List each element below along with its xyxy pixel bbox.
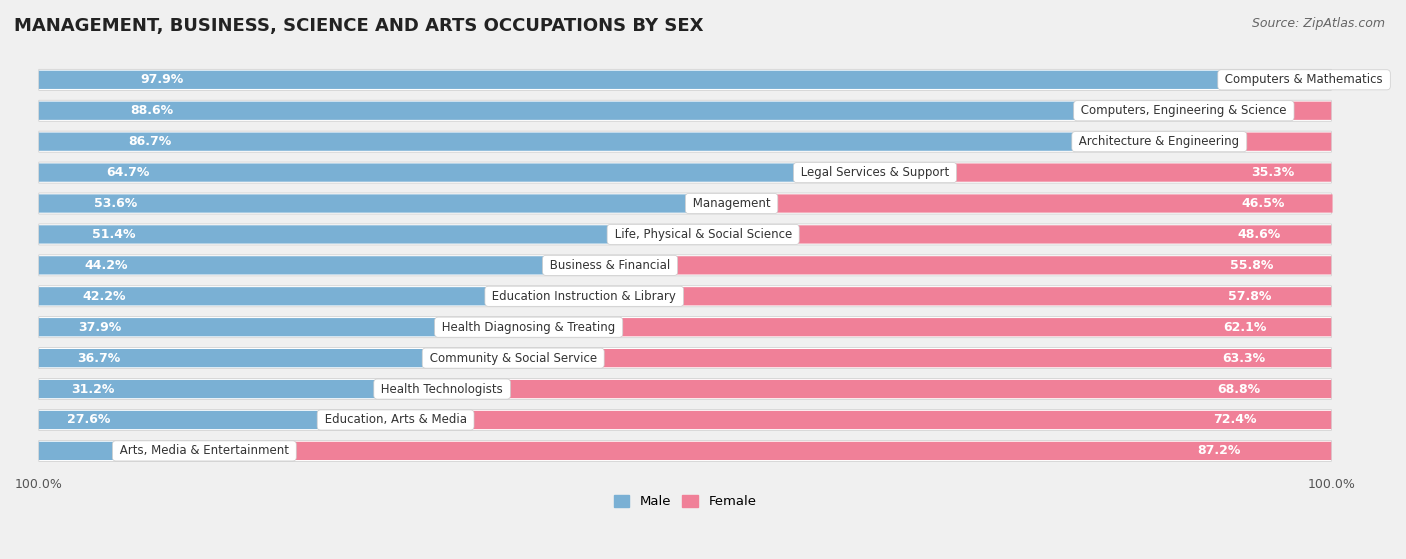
FancyBboxPatch shape <box>731 195 1333 212</box>
Text: Source: ZipAtlas.com: Source: ZipAtlas.com <box>1251 17 1385 30</box>
FancyBboxPatch shape <box>39 225 703 244</box>
Text: 62.1%: 62.1% <box>1223 321 1267 334</box>
Text: 13.3%: 13.3% <box>1114 135 1153 148</box>
FancyBboxPatch shape <box>39 349 513 367</box>
Text: 88.6%: 88.6% <box>131 104 174 117</box>
Text: 57.8%: 57.8% <box>1227 290 1271 303</box>
FancyBboxPatch shape <box>703 225 1331 244</box>
Text: 87.2%: 87.2% <box>1198 444 1241 457</box>
FancyBboxPatch shape <box>39 100 1331 121</box>
FancyBboxPatch shape <box>39 69 1331 91</box>
FancyBboxPatch shape <box>513 349 1331 367</box>
FancyBboxPatch shape <box>39 380 441 398</box>
Text: 35.3%: 35.3% <box>1251 166 1295 179</box>
Text: 11.4%: 11.4% <box>1137 104 1177 117</box>
FancyBboxPatch shape <box>39 70 1305 89</box>
Text: 51.4%: 51.4% <box>91 228 135 241</box>
FancyBboxPatch shape <box>39 348 1331 368</box>
FancyBboxPatch shape <box>39 256 610 274</box>
FancyBboxPatch shape <box>39 193 1331 214</box>
FancyBboxPatch shape <box>39 287 585 305</box>
Text: MANAGEMENT, BUSINESS, SCIENCE AND ARTS OCCUPATIONS BY SEX: MANAGEMENT, BUSINESS, SCIENCE AND ARTS O… <box>14 17 703 35</box>
Text: 64.7%: 64.7% <box>105 166 149 179</box>
FancyBboxPatch shape <box>39 317 1331 338</box>
FancyBboxPatch shape <box>875 163 1331 182</box>
FancyBboxPatch shape <box>1160 132 1331 151</box>
FancyBboxPatch shape <box>585 287 1331 305</box>
Text: 55.8%: 55.8% <box>1230 259 1274 272</box>
FancyBboxPatch shape <box>39 411 395 429</box>
FancyBboxPatch shape <box>1184 102 1331 120</box>
FancyBboxPatch shape <box>39 255 1331 276</box>
FancyBboxPatch shape <box>39 286 1331 307</box>
Text: 63.3%: 63.3% <box>1223 352 1265 364</box>
FancyBboxPatch shape <box>39 318 529 337</box>
FancyBboxPatch shape <box>441 380 1331 398</box>
Text: Health Diagnosing & Treating: Health Diagnosing & Treating <box>439 321 619 334</box>
FancyBboxPatch shape <box>39 442 204 460</box>
FancyBboxPatch shape <box>610 256 1331 274</box>
Legend: Male, Female: Male, Female <box>609 490 762 514</box>
FancyBboxPatch shape <box>39 224 1331 245</box>
Text: Legal Services & Support: Legal Services & Support <box>797 166 953 179</box>
FancyBboxPatch shape <box>39 131 1331 152</box>
Text: 37.9%: 37.9% <box>79 321 121 334</box>
FancyBboxPatch shape <box>204 442 1331 460</box>
FancyBboxPatch shape <box>395 411 1331 429</box>
Text: 48.6%: 48.6% <box>1237 228 1281 241</box>
Text: Health Technologists: Health Technologists <box>377 382 508 396</box>
Text: 86.7%: 86.7% <box>128 135 172 148</box>
Text: Arts, Media & Entertainment: Arts, Media & Entertainment <box>115 444 292 457</box>
FancyBboxPatch shape <box>529 318 1331 337</box>
Text: 12.8%: 12.8% <box>211 444 250 457</box>
FancyBboxPatch shape <box>39 378 1331 400</box>
Text: 44.2%: 44.2% <box>84 259 128 272</box>
Text: 46.5%: 46.5% <box>1241 197 1285 210</box>
Text: 42.2%: 42.2% <box>83 290 127 303</box>
Text: 27.6%: 27.6% <box>67 414 111 427</box>
Text: Life, Physical & Social Science: Life, Physical & Social Science <box>610 228 796 241</box>
Text: 31.2%: 31.2% <box>72 382 114 396</box>
Text: Education, Arts & Media: Education, Arts & Media <box>321 414 471 427</box>
Text: 2.1%: 2.1% <box>1265 73 1298 86</box>
FancyBboxPatch shape <box>39 195 731 212</box>
Text: 68.8%: 68.8% <box>1218 382 1260 396</box>
FancyBboxPatch shape <box>39 440 1331 461</box>
Text: Education Instruction & Library: Education Instruction & Library <box>488 290 681 303</box>
Text: Computers & Mathematics: Computers & Mathematics <box>1222 73 1386 86</box>
FancyBboxPatch shape <box>39 163 875 182</box>
Text: Architecture & Engineering: Architecture & Engineering <box>1076 135 1243 148</box>
Text: 53.6%: 53.6% <box>94 197 138 210</box>
Text: 97.9%: 97.9% <box>141 73 183 86</box>
FancyBboxPatch shape <box>39 409 1331 430</box>
Text: 36.7%: 36.7% <box>77 352 120 364</box>
Text: Management: Management <box>689 197 775 210</box>
Text: Business & Financial: Business & Financial <box>546 259 673 272</box>
Text: 72.4%: 72.4% <box>1213 414 1257 427</box>
FancyBboxPatch shape <box>39 132 1160 151</box>
FancyBboxPatch shape <box>1303 70 1331 89</box>
Text: Community & Social Service: Community & Social Service <box>426 352 600 364</box>
FancyBboxPatch shape <box>39 162 1331 183</box>
Text: Computers, Engineering & Science: Computers, Engineering & Science <box>1077 104 1291 117</box>
FancyBboxPatch shape <box>39 102 1184 120</box>
